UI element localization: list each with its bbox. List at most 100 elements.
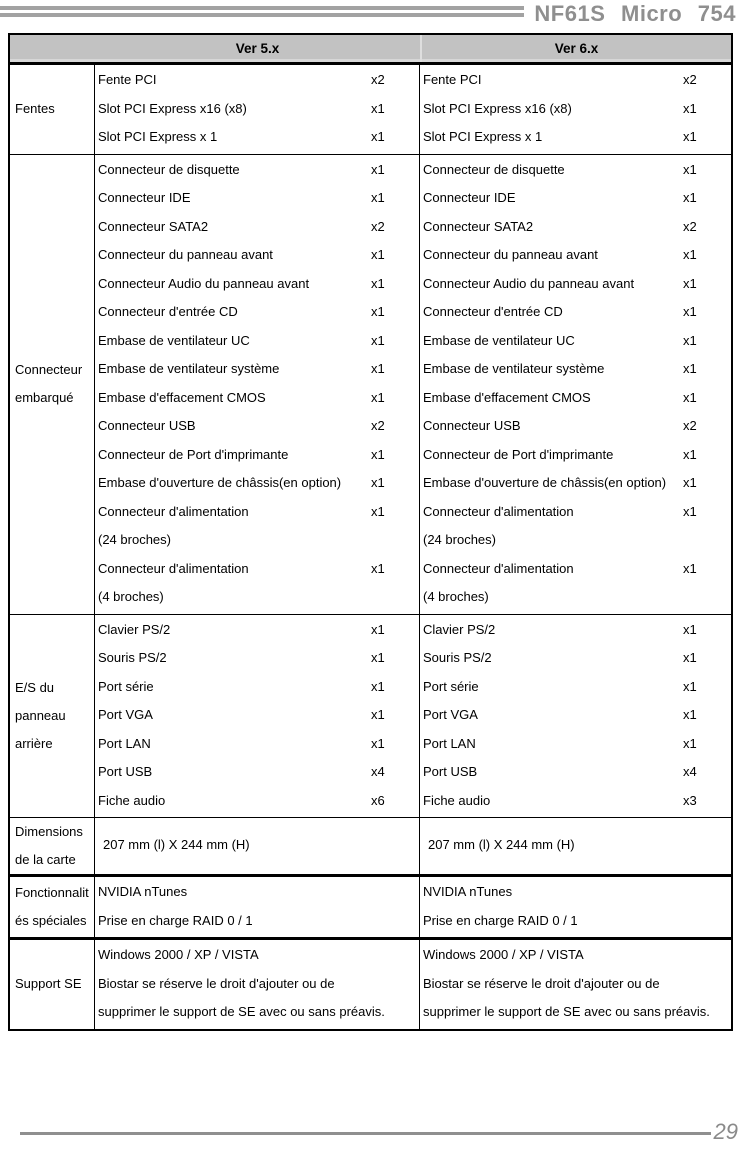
- spec-line: Slot PCI Express x16 (x8) x1: [98, 95, 419, 124]
- spec-line: Connecteur Audio du panneau avant x1: [423, 270, 731, 299]
- spec-item-qty: x1: [683, 361, 697, 376]
- spec-line: Connecteur IDE x1: [423, 184, 731, 213]
- spec-item-label: (24 broches): [423, 532, 496, 547]
- spec-item-label: Clavier PS/2: [423, 621, 496, 637]
- spec-item-label: Connecteur du panneau avant: [98, 247, 273, 262]
- spec-item-label: Connecteur Audio du panneau avant: [423, 275, 635, 291]
- spec-item-qty: x1: [371, 678, 385, 694]
- spec-line: Port LAN x1: [98, 730, 419, 759]
- spec-item-qty: x1: [371, 621, 385, 637]
- spec-item-qty: x1: [371, 475, 385, 490]
- spec-line: Souris PS/2 x1: [423, 644, 731, 673]
- spec-line: supprimer le support de SE avec ou sans …: [423, 998, 731, 1027]
- spec-item-label: Connecteur USB: [98, 418, 196, 433]
- spec-line: Biostar se réserve le droit d'ajouter ou…: [98, 970, 419, 999]
- spec-line: Connecteur de disquette x1: [423, 156, 731, 185]
- spec-item-label: Connecteur d'alimentation: [98, 503, 249, 519]
- spec-item-qty: x1: [683, 707, 697, 722]
- spec-line: Port VGA x1: [98, 701, 419, 730]
- spec-item-label: Windows 2000 / XP / VISTA: [98, 947, 259, 962]
- spec-item-qty: x1: [683, 650, 697, 665]
- spec-item-qty: x2: [683, 72, 697, 87]
- cell-ver6: Connecteur de disquette x1 Connecteur ID…: [419, 154, 731, 614]
- spec-item-label: Biostar se réserve le droit d'ajouter ou…: [98, 975, 335, 991]
- table-row: Support SE Windows 2000 / XP / VISTA Bio…: [10, 937, 731, 1029]
- spec-item-qty: x2: [371, 72, 385, 87]
- spec-item-label: Fiche audio: [98, 792, 166, 808]
- spec-item-label: (4 broches): [423, 589, 489, 604]
- spec-line: Prise en charge RAID 0 / 1: [423, 907, 731, 936]
- spec-item-label: Fente PCI: [98, 72, 157, 87]
- spec-item-label: Embase d'ouverture de châssis(en option): [98, 475, 342, 490]
- spec-item-label: Port USB: [423, 764, 478, 779]
- header-cell-ver6: Ver 6.x: [420, 35, 731, 62]
- spec-line: Connecteur d'alimentation x1: [98, 555, 419, 584]
- spec-item-label: supprimer le support de SE avec ou sans …: [423, 1004, 710, 1019]
- spec-item-qty: x6: [371, 792, 385, 808]
- table-row: Connecteur embarqué Connecteur de disque…: [10, 153, 731, 614]
- spec-item-label: Connecteur USB: [423, 418, 521, 433]
- spec-line: Windows 2000 / XP / VISTA: [98, 941, 419, 970]
- cell-ver6: Fente PCI x2 Slot PCI Express x16 (x8) x…: [419, 65, 731, 154]
- spec-line: Connecteur du panneau avant x1: [98, 241, 419, 270]
- double-rule-icon: [0, 6, 525, 17]
- spec-item-qty: x1: [683, 129, 697, 144]
- spec-item-qty: x1: [371, 275, 385, 291]
- spec-item-label: Clavier PS/2: [98, 621, 171, 637]
- spec-item-qty: x1: [683, 446, 697, 462]
- spec-line: Connecteur IDE x1: [98, 184, 419, 213]
- spec-item-qty: x2: [371, 218, 385, 234]
- spec-line: 207 mm (l) X 244 mm (H): [428, 831, 731, 860]
- spec-item-label: supprimer le support de SE avec ou sans …: [98, 1004, 385, 1019]
- spec-line: Connecteur de disquette x1: [98, 156, 419, 185]
- section-label: Support SE: [10, 940, 95, 1029]
- spec-line: Connecteur USB x2: [423, 412, 731, 441]
- rule-bar: [0, 13, 525, 17]
- spec-item-label: Connecteur de disquette: [423, 161, 565, 177]
- cell-ver5: Clavier PS/2 x1 Souris PS/2 x1 Port séri…: [95, 615, 419, 818]
- spec-item-label: Port LAN: [423, 735, 476, 751]
- spec-line: Fente PCI x2: [423, 66, 731, 95]
- spec-line: (24 broches): [423, 526, 731, 555]
- spec-line: Clavier PS/2 x1: [98, 616, 419, 645]
- spec-item-label: Port série: [423, 678, 479, 694]
- cell-ver5: 207 mm (l) X 244 mm (H): [95, 818, 419, 874]
- spec-item-qty: x1: [371, 190, 385, 205]
- spec-item-qty: x1: [371, 129, 385, 144]
- spec-item-qty: x1: [371, 650, 385, 665]
- spec-line: NVIDIA nTunes: [423, 878, 731, 907]
- spec-item-label: Connecteur d'alimentation: [423, 560, 574, 576]
- spec-item-label: Embase d'ouverture de châssis(en option): [423, 475, 667, 490]
- spec-item-qty: x1: [683, 100, 697, 116]
- spec-item-label: Prise en charge RAID 0 / 1: [98, 912, 253, 928]
- header-cell-ver5: Ver 5.x: [235, 41, 280, 56]
- spec-item-qty: x2: [683, 218, 697, 234]
- spec-item-qty: x2: [683, 418, 697, 433]
- spec-line: (24 broches): [98, 526, 419, 555]
- section-label: Connecteur embarqué: [10, 154, 95, 614]
- spec-item-label: Connecteur IDE: [98, 190, 191, 205]
- spec-item-label: Port LAN: [98, 735, 151, 751]
- spec-line: Biostar se réserve le droit d'ajouter ou…: [423, 970, 731, 999]
- spec-line: Embase de ventilateur UC x1: [423, 327, 731, 356]
- spec-item-label: Slot PCI Express x16 (x8): [98, 100, 247, 116]
- table-row: Fentes Fente PCI x2 Slot PCI Express x16…: [10, 64, 731, 154]
- spec-item-label: Connecteur d'alimentation: [98, 560, 249, 576]
- spec-item-label: Port série: [98, 678, 154, 694]
- spec-item-label: Embase de ventilateur UC: [98, 332, 250, 348]
- spec-item-label: Connecteur de Port d'imprimante: [98, 446, 289, 462]
- spec-line: 207 mm (l) X 244 mm (H): [103, 831, 419, 860]
- spec-item-qty: x1: [371, 304, 385, 319]
- cell-ver5: Fente PCI x2 Slot PCI Express x16 (x8) x…: [95, 65, 419, 154]
- spec-line: (4 broches): [423, 583, 731, 612]
- spec-line: Port USB x4: [423, 758, 731, 787]
- spec-item-label: Windows 2000 / XP / VISTA: [423, 947, 584, 962]
- spec-item-label: Embase de ventilateur système: [98, 361, 280, 376]
- rule-bar: [0, 6, 525, 10]
- spec-item-qty: x1: [683, 190, 697, 205]
- spec-item-label: Connecteur SATA2: [423, 218, 534, 234]
- spec-line: Connecteur USB x2: [98, 412, 419, 441]
- spec-line: Embase de ventilateur système x1: [98, 355, 419, 384]
- spec-item-label: Connecteur Audio du panneau avant: [98, 275, 310, 291]
- spec-item-qty: x1: [683, 560, 697, 576]
